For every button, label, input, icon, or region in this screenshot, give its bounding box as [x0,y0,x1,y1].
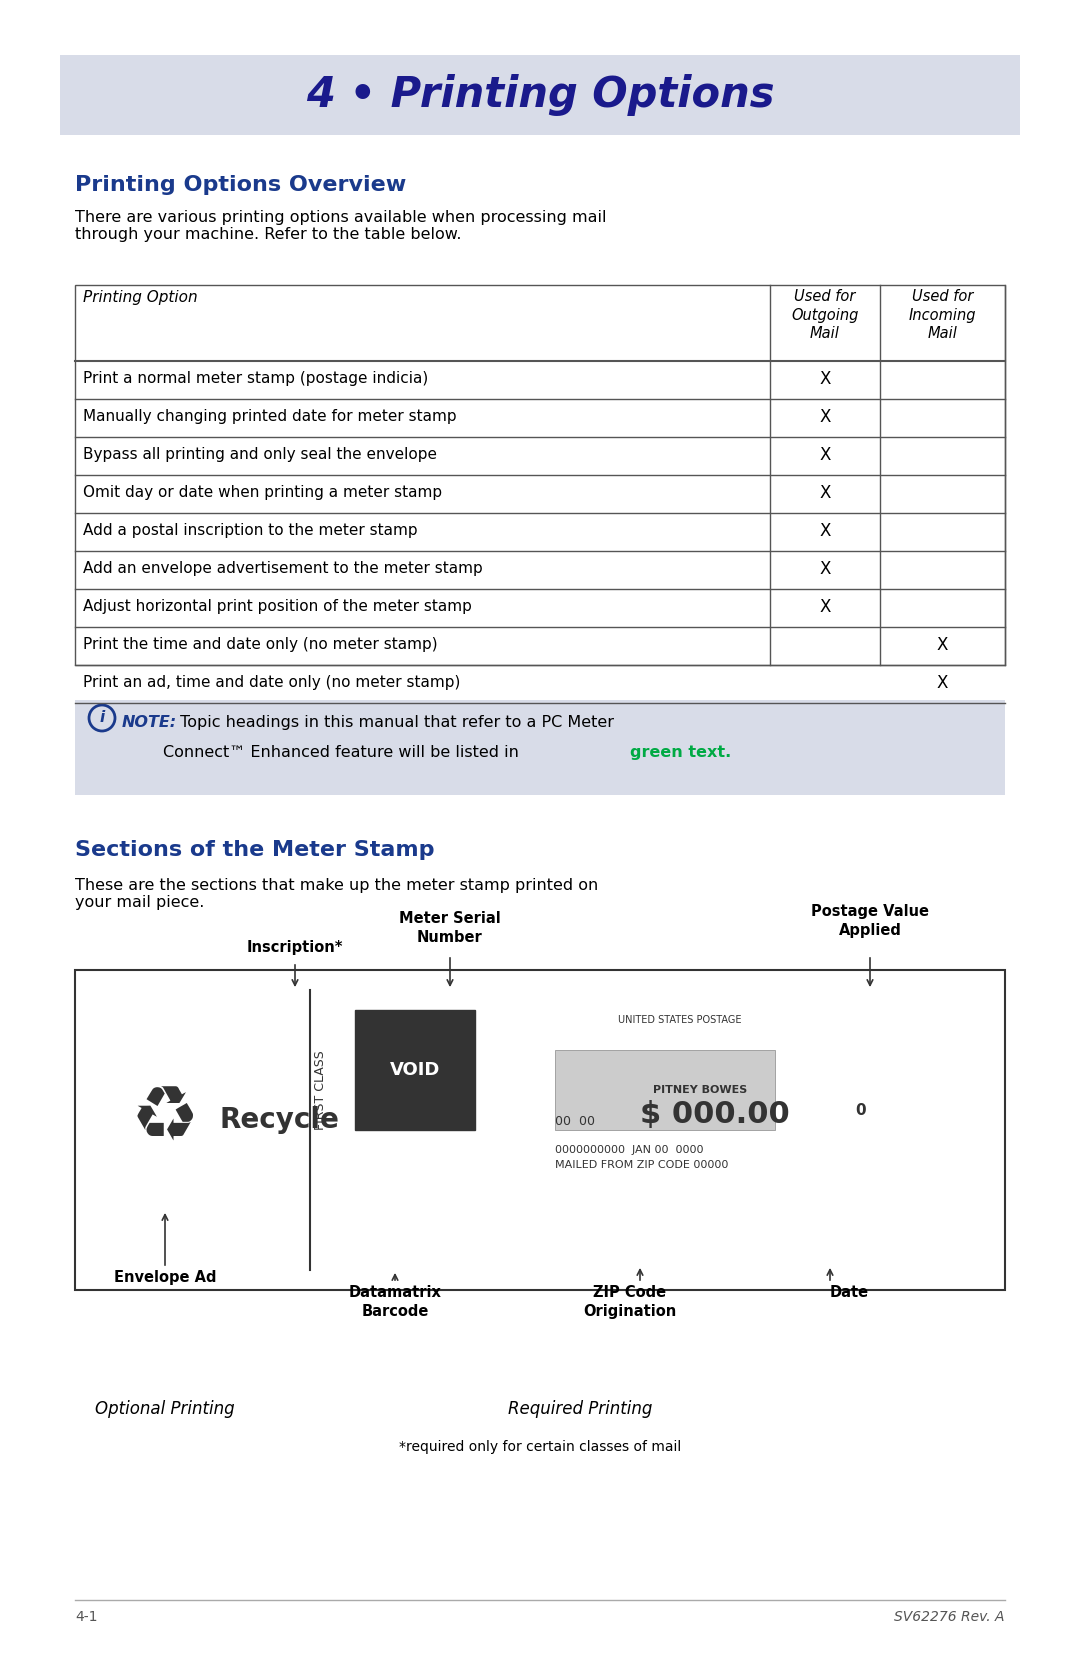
Text: ♻: ♻ [131,1083,199,1157]
Text: Bypass all printing and only seal the envelope: Bypass all printing and only seal the en… [83,447,437,462]
Text: Add an envelope advertisement to the meter stamp: Add an envelope advertisement to the met… [83,561,483,576]
Bar [75,970,1005,1290]
Text: X: X [820,484,831,502]
Text: X: X [820,446,831,464]
Text: FIRST CLASS: FIRST CLASS [313,1050,326,1130]
Text: Add a postal inscription to the meter stamp: Add a postal inscription to the meter st… [83,524,418,539]
Text: i: i [99,711,105,726]
Text: Postage Value
Applied: Postage Value Applied [811,905,929,938]
Text: Print an ad, time and date only (no meter stamp): Print an ad, time and date only (no mete… [83,676,460,691]
Text: There are various printing options available when processing mail
through your m: There are various printing options avail… [75,210,607,242]
Text: NOTE:: NOTE: [122,714,177,729]
Text: These are the sections that make up the meter stamp printed on
your mail piece.: These are the sections that make up the … [75,878,598,910]
Text: X: X [936,674,948,693]
Text: Date: Date [831,1285,869,1300]
FancyBboxPatch shape [60,55,1020,135]
Text: Inscription*: Inscription* [246,940,343,955]
Text: Printing Option: Printing Option [83,290,198,305]
Text: X: X [820,371,831,387]
Text: Adjust horizontal print position of the meter stamp: Adjust horizontal print position of the … [83,599,472,614]
Text: Required Printing: Required Printing [508,1400,652,1419]
Text: $ 000.00: $ 000.00 [640,1100,789,1128]
Text: 00  00: 00 00 [555,1115,595,1128]
Text: Omit day or date when printing a meter stamp: Omit day or date when printing a meter s… [83,486,442,501]
Text: Envelope Ad: Envelope Ad [113,1270,216,1285]
Text: Optional Printing: Optional Printing [95,1400,234,1419]
Text: Topic headings in this manual that refer to a PC Meter: Topic headings in this manual that refer… [175,714,615,729]
Text: Used for
Outgoing
Mail: Used for Outgoing Mail [792,289,859,340]
Text: Printing Options Overview: Printing Options Overview [75,175,406,195]
Bar [355,1010,475,1130]
Text: X: X [820,598,831,616]
Text: X: X [820,407,831,426]
Text: Connect™ Enhanced feature will be listed in: Connect™ Enhanced feature will be listed… [122,744,524,759]
Bar [75,285,1005,664]
Bar [555,1050,775,1130]
Text: UNITED STATES POSTAGE: UNITED STATES POSTAGE [618,1015,742,1025]
Text: Sections of the Meter Stamp: Sections of the Meter Stamp [75,840,434,860]
Text: *required only for certain classes of mail: *required only for certain classes of ma… [399,1440,681,1454]
Text: green text.: green text. [630,744,731,759]
Text: Used for
Incoming
Mail: Used for Incoming Mail [908,289,976,340]
Text: Print a normal meter stamp (postage indicia): Print a normal meter stamp (postage indi… [83,372,429,387]
Text: Datamatrix
Barcode: Datamatrix Barcode [349,1285,442,1319]
Text: SV62276 Rev. A: SV62276 Rev. A [894,1611,1005,1624]
Text: Manually changing printed date for meter stamp: Manually changing printed date for meter… [83,409,457,424]
Text: ZIP Code
Origination: ZIP Code Origination [583,1285,677,1319]
Text: PITNEY BOWES: PITNEY BOWES [653,1085,747,1095]
FancyBboxPatch shape [75,699,1005,794]
Text: Print the time and date only (no meter stamp): Print the time and date only (no meter s… [83,638,437,653]
Text: X: X [820,561,831,577]
Text: 0000000000  JAN 00  0000: 0000000000 JAN 00 0000 [555,1145,703,1155]
Text: MAILED FROM ZIP CODE 00000: MAILED FROM ZIP CODE 00000 [555,1160,728,1170]
Text: 0: 0 [855,1103,866,1118]
Text: Meter Serial
Number: Meter Serial Number [400,911,501,945]
Text: X: X [936,636,948,654]
Text: X: X [820,522,831,541]
Text: Recycle: Recycle [220,1107,340,1133]
Text: 4-1: 4-1 [75,1611,97,1624]
Text: 4 • Printing Options: 4 • Printing Options [306,73,774,117]
Text: VOID: VOID [390,1061,441,1078]
